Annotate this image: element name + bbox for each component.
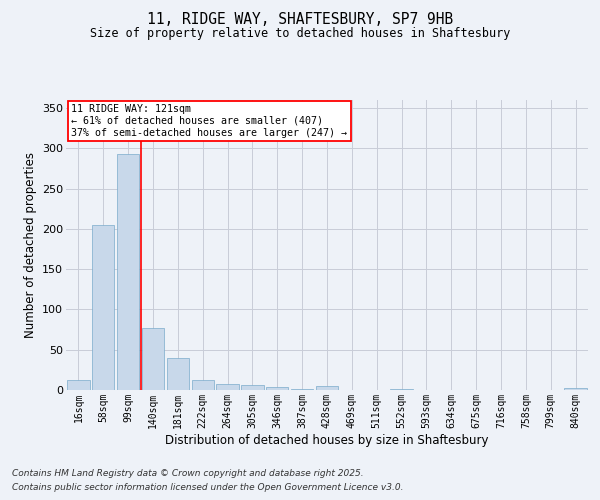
Bar	[565, 388, 587, 390]
Bar	[391, 389, 413, 390]
Bar	[266, 387, 289, 390]
Bar	[167, 358, 189, 390]
Bar	[92, 225, 115, 390]
Text: 11 RIDGE WAY: 121sqm
← 61% of detached houses are smaller (407)
37% of semi-deta: 11 RIDGE WAY: 121sqm ← 61% of detached h…	[71, 104, 347, 138]
Text: Contains HM Land Registry data © Crown copyright and database right 2025.: Contains HM Land Registry data © Crown c…	[12, 468, 364, 477]
Bar	[241, 385, 263, 390]
Bar	[291, 389, 313, 390]
Bar	[316, 386, 338, 390]
Bar	[67, 380, 89, 390]
Text: Size of property relative to detached houses in Shaftesbury: Size of property relative to detached ho…	[90, 28, 510, 40]
X-axis label: Distribution of detached houses by size in Shaftesbury: Distribution of detached houses by size …	[165, 434, 489, 446]
Bar	[217, 384, 239, 390]
Text: 11, RIDGE WAY, SHAFTESBURY, SP7 9HB: 11, RIDGE WAY, SHAFTESBURY, SP7 9HB	[147, 12, 453, 28]
Bar	[191, 380, 214, 390]
Text: Contains public sector information licensed under the Open Government Licence v3: Contains public sector information licen…	[12, 484, 404, 492]
Bar	[142, 328, 164, 390]
Y-axis label: Number of detached properties: Number of detached properties	[23, 152, 37, 338]
Bar	[117, 154, 139, 390]
